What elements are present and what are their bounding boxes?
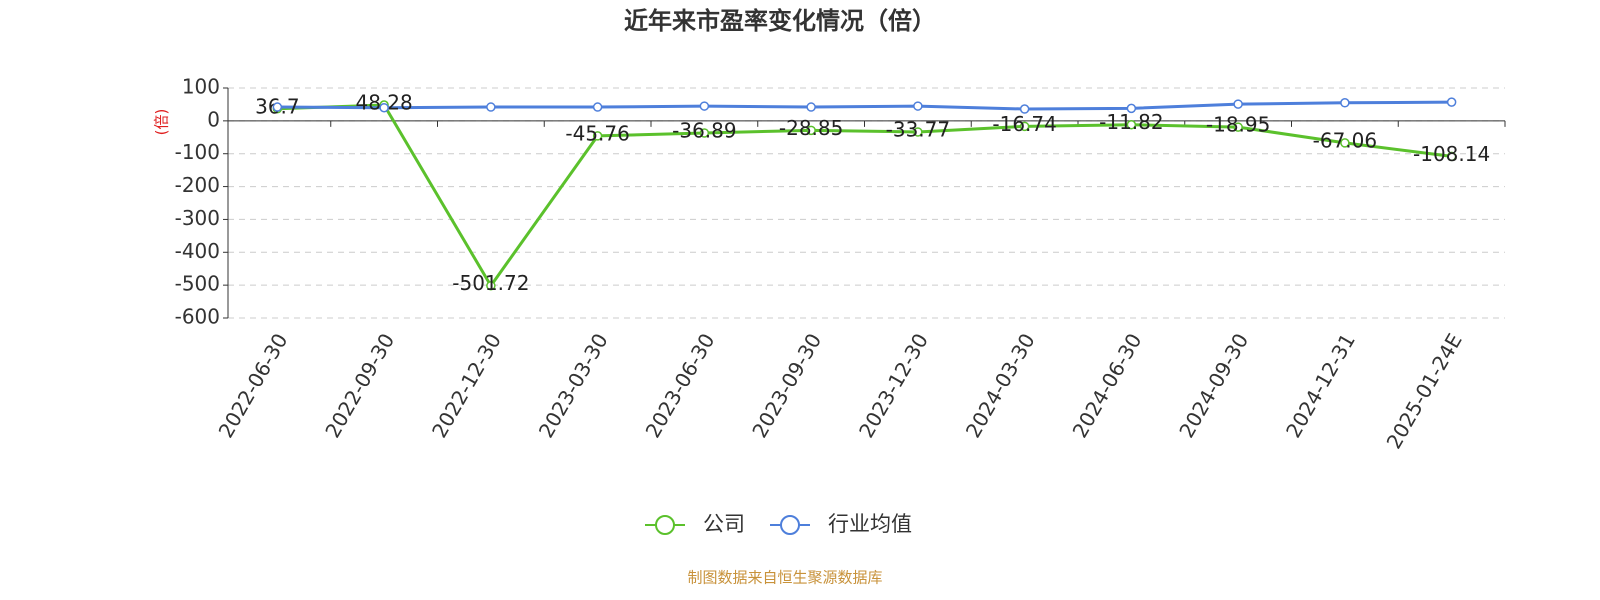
legend-item[interactable]: 公司 xyxy=(645,512,745,536)
data-point xyxy=(1019,121,1030,132)
series-line xyxy=(277,103,1452,289)
data-point xyxy=(1019,104,1030,114)
y-tick-label: -600 xyxy=(175,305,220,329)
data-point xyxy=(699,128,710,138)
data-label: -67.06 xyxy=(1313,128,1377,152)
data-point xyxy=(806,102,816,112)
data-point xyxy=(592,131,603,141)
data-point xyxy=(486,102,496,112)
legend-marker xyxy=(655,515,675,535)
legend-label: 行业均值 xyxy=(828,512,912,536)
data-label: -18.95 xyxy=(1206,113,1270,137)
x-tick-label: 2025-01-24E xyxy=(1381,329,1466,453)
x-tick-label: 2023-12-30 xyxy=(854,329,933,442)
data-point xyxy=(1446,97,1457,107)
data-label: -33.77 xyxy=(886,117,950,141)
x-tick-label: 2024-06-30 xyxy=(1068,329,1147,442)
data-label: -501.72 xyxy=(452,271,529,295)
data-point xyxy=(1340,138,1350,148)
data-point xyxy=(699,101,710,111)
data-point xyxy=(1233,99,1243,109)
data-point xyxy=(806,125,816,136)
x-tick-label: 2023-09-30 xyxy=(747,329,826,442)
data-label: -36.89 xyxy=(672,118,736,142)
x-tick-label: 2023-06-30 xyxy=(641,329,720,442)
series-line xyxy=(277,100,1452,111)
chart-title: 近年来市盈率变化情况（倍） xyxy=(624,7,936,35)
data-point xyxy=(913,127,923,137)
legend-item[interactable]: 行业均值 xyxy=(770,512,912,536)
source-note: 制图数据来自恒生聚源数据库 xyxy=(687,569,882,587)
x-tick-label: 2024-03-30 xyxy=(961,329,1040,442)
y-tick-label: -300 xyxy=(175,206,220,230)
data-point xyxy=(592,102,603,112)
data-point xyxy=(1233,122,1243,132)
data-label: -16.74 xyxy=(992,112,1056,136)
x-tick-label: 2023-03-30 xyxy=(534,329,613,442)
y-tick-label: -400 xyxy=(175,239,220,263)
data-point xyxy=(1126,119,1137,130)
data-point xyxy=(1446,151,1457,162)
y-tick-label: -200 xyxy=(175,173,220,197)
y-tick-label: 0 xyxy=(207,107,220,131)
legend-marker xyxy=(780,515,800,535)
x-tick-label: 2022-12-30 xyxy=(427,329,506,442)
data-point xyxy=(1340,98,1350,108)
data-point xyxy=(1126,103,1137,114)
x-tick-label: 2022-06-30 xyxy=(214,329,293,442)
y-axis-label: (倍) xyxy=(153,109,171,136)
data-point xyxy=(913,101,923,111)
data-point xyxy=(486,280,496,291)
data-point xyxy=(379,102,389,113)
data-point xyxy=(272,102,283,112)
data-label: -28.85 xyxy=(779,116,843,140)
y-tick-label: -500 xyxy=(175,272,220,296)
legend-label: 公司 xyxy=(703,512,745,536)
x-tick-label: 2022-09-30 xyxy=(320,329,399,442)
x-tick-label: 2024-12-31 xyxy=(1281,329,1360,442)
y-tick-label: -100 xyxy=(175,140,220,164)
data-label: -45.76 xyxy=(565,121,629,145)
data-label: -11.82 xyxy=(1099,110,1163,134)
x-tick-label: 2024-09-30 xyxy=(1174,329,1253,442)
data-label: -108.14 xyxy=(1413,142,1490,166)
y-tick-label: 100 xyxy=(182,75,220,99)
